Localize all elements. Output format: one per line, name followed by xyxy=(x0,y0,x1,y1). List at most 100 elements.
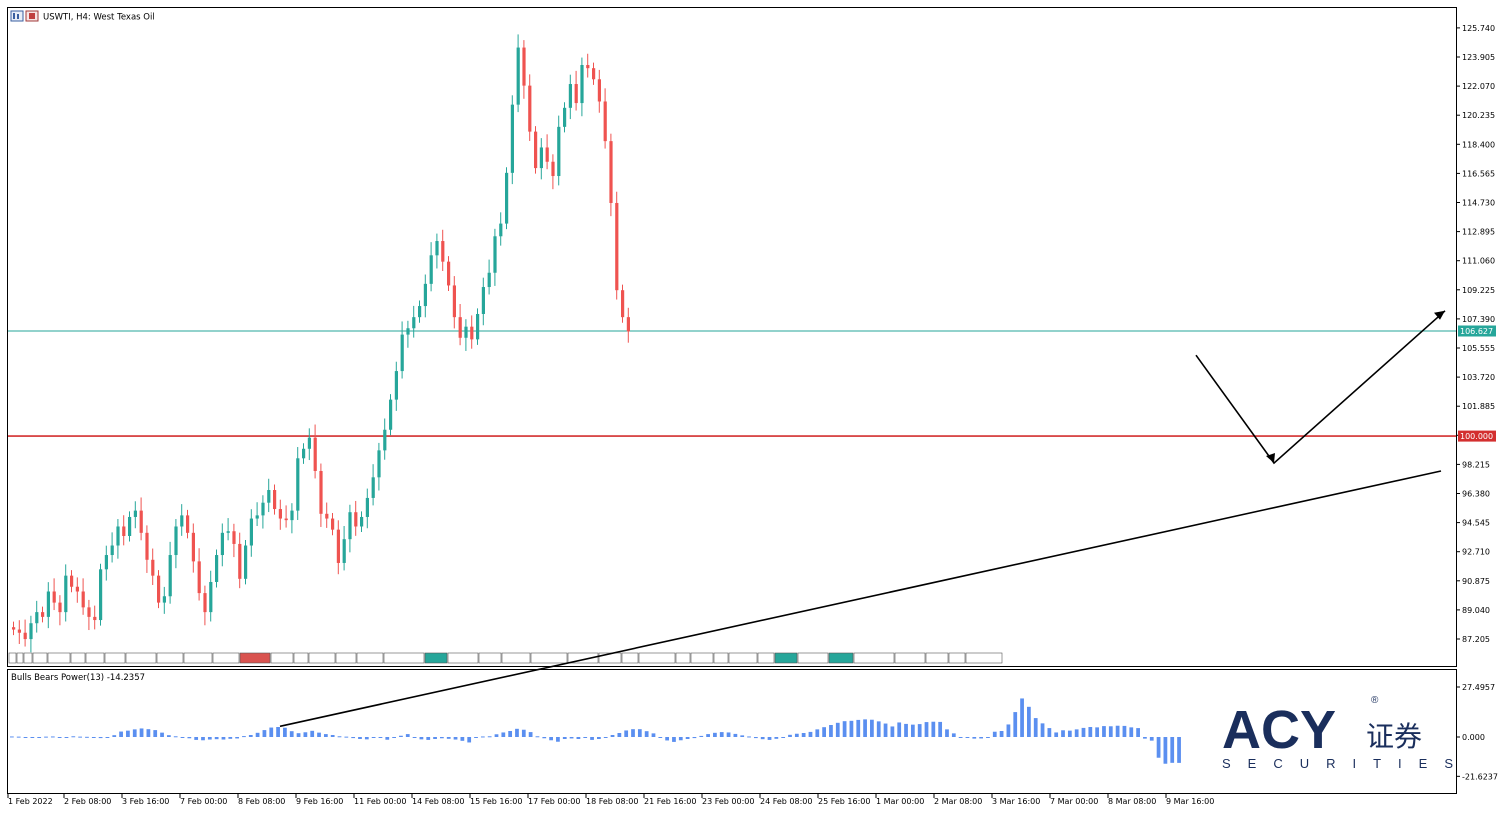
indicator-bar xyxy=(412,737,417,738)
candle-body xyxy=(133,510,137,517)
indicator-bar xyxy=(1102,726,1106,737)
session-marker xyxy=(638,652,676,664)
indicator-bar xyxy=(310,730,315,737)
indicator-bar xyxy=(542,737,547,739)
price-tick-label: 105.555 xyxy=(1462,344,1495,353)
indicator-bar xyxy=(515,728,519,737)
indicator-bar xyxy=(617,732,622,737)
session-marker xyxy=(530,652,568,664)
indicator-bar xyxy=(460,737,465,741)
indicator-bar xyxy=(931,721,936,737)
indicator-bars xyxy=(10,698,1181,764)
indicator-bar xyxy=(945,729,949,737)
candle-body xyxy=(64,575,68,613)
indicator-bar xyxy=(556,737,560,742)
candle-body xyxy=(389,399,393,430)
indicator-bar xyxy=(453,737,458,740)
candle-body xyxy=(336,529,340,563)
indicator-bar xyxy=(194,737,199,740)
candle-body xyxy=(400,334,404,372)
indicator-bar xyxy=(10,736,14,738)
candle-body xyxy=(273,490,277,510)
candle-body xyxy=(539,147,543,169)
indicator-bar xyxy=(392,737,396,738)
time-tick-label: 24 Feb 08:00 xyxy=(760,797,812,806)
indicator-bar xyxy=(713,732,717,737)
indicator-bar xyxy=(569,737,574,739)
candle-body xyxy=(325,513,329,519)
candle-body xyxy=(93,616,97,621)
time-tick-label: 2 Mar 08:00 xyxy=(934,797,982,806)
indicator-bar xyxy=(173,736,178,738)
session-marker xyxy=(447,652,479,664)
indicator-bar xyxy=(467,737,472,743)
session-marker xyxy=(156,652,184,664)
indicator-frame xyxy=(7,669,1457,794)
price-tick-label: 92.710 xyxy=(1462,548,1490,557)
candle-body xyxy=(545,147,549,162)
indicator-bar xyxy=(849,720,854,737)
indicator-bar xyxy=(283,727,287,737)
indicator-bar xyxy=(528,732,533,737)
indicator-bar xyxy=(419,737,424,740)
current-price-tag xyxy=(1458,325,1496,337)
indicator-bar xyxy=(446,737,451,739)
indicator-bar xyxy=(1027,706,1031,737)
session-marker xyxy=(183,652,213,664)
indicator-bar xyxy=(794,733,799,737)
candle-body xyxy=(365,497,369,517)
indicator-bar xyxy=(1149,737,1154,741)
indicator-bar xyxy=(808,731,813,737)
candle-body xyxy=(203,593,207,613)
candle-body xyxy=(151,559,155,576)
session-marker xyxy=(104,652,126,664)
candle-body xyxy=(563,107,567,127)
candle-body xyxy=(441,241,445,262)
candle-body xyxy=(12,627,16,630)
candle-body xyxy=(406,328,410,335)
indicator-bar xyxy=(890,726,895,737)
candle-body xyxy=(418,306,422,318)
indicator-bar xyxy=(829,724,833,737)
time-tick-label: 3 Mar 16:00 xyxy=(992,797,1040,806)
candle-body xyxy=(452,285,456,318)
candle-body xyxy=(17,629,21,633)
indicator-bar xyxy=(733,733,738,737)
indicator-bar xyxy=(105,737,110,738)
time-tick-label: 1 Mar 00:00 xyxy=(876,797,924,806)
price-tags: 106.627 100.000 xyxy=(1458,325,1496,442)
logo-cn-text: 证券 xyxy=(1366,721,1422,752)
candle-body xyxy=(423,283,427,307)
candle-body xyxy=(609,141,613,203)
time-tick-label: 15 Feb 16:00 xyxy=(470,797,522,806)
price-tick-label: 90.875 xyxy=(1462,577,1490,586)
indicator-bar xyxy=(235,737,239,739)
indicator-bar xyxy=(71,736,76,738)
candle-body xyxy=(75,586,79,592)
candle-body xyxy=(46,591,50,617)
indicator-bar xyxy=(583,737,588,738)
candle-body xyxy=(621,290,625,318)
indicator-bar xyxy=(119,731,123,737)
indicator-bar xyxy=(699,735,704,737)
indicator-bar xyxy=(405,734,410,737)
indicator-bar xyxy=(98,737,103,739)
indicator-bar xyxy=(1020,698,1024,737)
session-marker xyxy=(925,652,949,664)
time-tick-label: 17 Feb 00:00 xyxy=(528,797,580,806)
indicator-bar xyxy=(719,732,724,737)
indicator-bar xyxy=(815,729,820,737)
indicator-bar xyxy=(883,723,888,737)
candle-body xyxy=(168,555,172,597)
indicator-bar xyxy=(999,730,1004,737)
time-tick-label: 23 Feb 00:00 xyxy=(702,797,754,806)
indicator-bar xyxy=(1095,727,1100,737)
candle-body xyxy=(35,612,39,624)
session-marker xyxy=(948,652,966,664)
candle-body xyxy=(412,317,416,329)
session-marker xyxy=(728,652,758,664)
candle-body xyxy=(580,65,584,104)
indicator-bar xyxy=(726,732,731,737)
price-tick-label: 89.040 xyxy=(1462,606,1490,615)
